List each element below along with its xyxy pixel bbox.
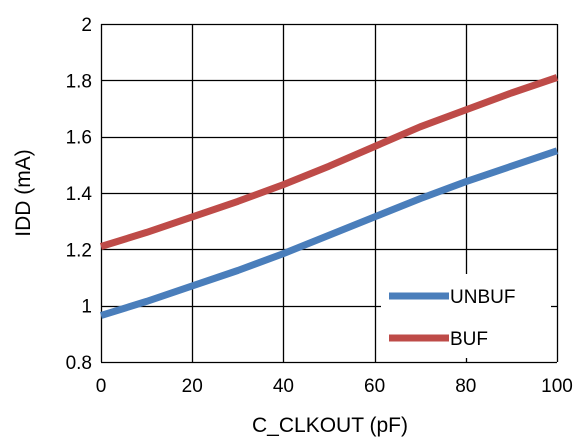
x-tick-label: 20 (182, 376, 203, 397)
y-tick-label: 1.4 (66, 184, 93, 205)
legend-label-unbuf: UNBUF (450, 287, 515, 308)
y-tick-label: 2 (81, 15, 92, 36)
legend-label-buf: BUF (450, 329, 488, 350)
y-tick-label: 1 (81, 297, 92, 318)
y-axis-title: IDD (mA) (12, 149, 35, 237)
series-line-unbuf (99, 147, 559, 319)
x-tick-label: 40 (273, 376, 294, 397)
series-lines (99, 74, 559, 319)
series-line-buf (99, 74, 559, 250)
y-tick-label: 1.6 (66, 128, 92, 149)
x-tick-label: 60 (364, 376, 385, 397)
tick-labels: 0.811.21.41.61.820 20 40 60 80 100 (66, 15, 573, 397)
y-tick-label: 1.2 (66, 240, 92, 261)
legend-box (381, 274, 551, 358)
grid (100, 23, 559, 364)
y-tick-label: 1.8 (66, 71, 92, 92)
legend: UNBUF BUF (381, 274, 551, 358)
x-axis-title: C_CLKOUT (pF) (252, 414, 408, 437)
x-tick-label: 80 (455, 376, 476, 397)
x-tick-label: 100 (541, 376, 573, 397)
y-tick-label: 0.8 (66, 353, 92, 374)
x-tick-label: 0 (96, 376, 107, 397)
